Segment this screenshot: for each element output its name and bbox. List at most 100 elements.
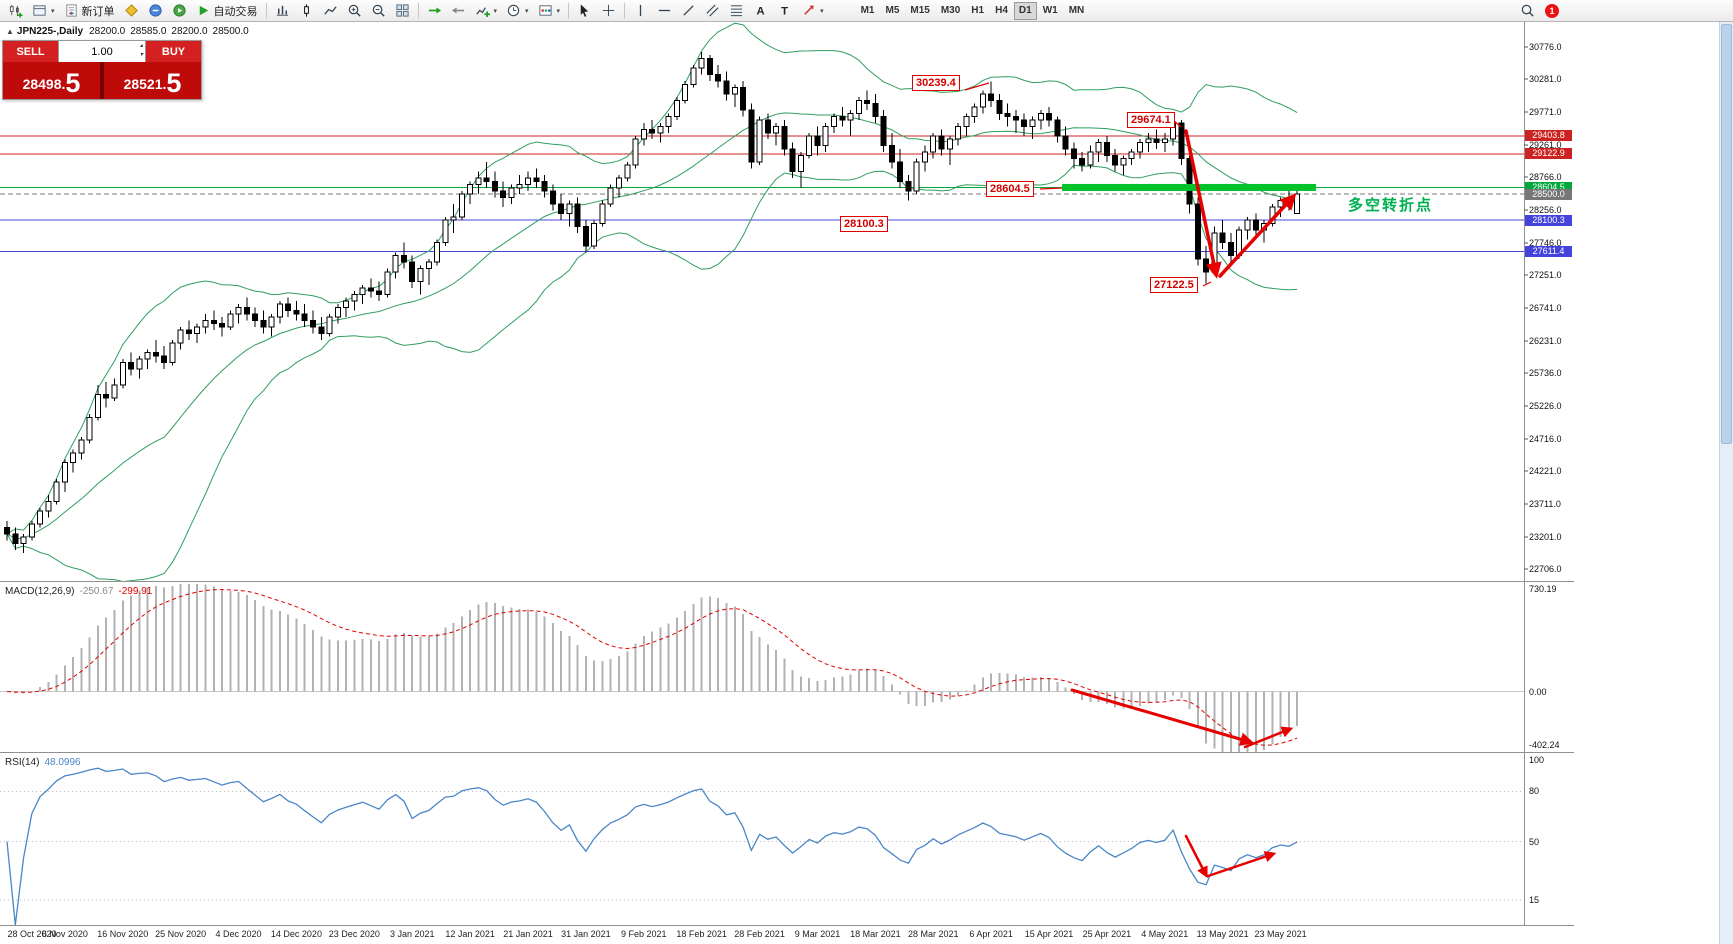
timeframe-w1-button[interactable]: W1: [1038, 2, 1063, 20]
panel-separators[interactable]: [0, 22, 1574, 926]
trend-arrow[interactable]: [1218, 193, 1297, 278]
text-button[interactable]: A: [749, 1, 772, 20]
fibonacci-button[interactable]: [725, 1, 748, 20]
svg-text:A: A: [757, 6, 765, 18]
chevron-down-icon: ▾: [493, 7, 498, 15]
time-axis-label: 4 Dec 2020: [215, 929, 262, 939]
notification-badge[interactable]: 1: [1545, 3, 1559, 18]
sell-price-big-digit: 5: [65, 68, 81, 98]
expert-advisors-button[interactable]: [168, 1, 191, 20]
zoom-out-button[interactable]: [367, 1, 390, 20]
trend-arrow[interactable]: [1243, 726, 1294, 749]
price-callout-label[interactable]: 29674.1: [1127, 112, 1175, 128]
rsi-value: 48.0996: [44, 757, 81, 768]
price-axis-tick: 26231.0: [1529, 335, 1562, 346]
price-callout-label[interactable]: 28604.5: [986, 181, 1034, 197]
volume-value[interactable]: 1.00: [91, 45, 113, 58]
sell-price-main: 28498.: [22, 76, 66, 92]
toolbar: ▾ 新订单 自动交易 ▾ ▾ ▾ A T ▾ M1 M5 M15 M30 H1 H4 D1 W1 MN 1: [0, 0, 1733, 22]
chevron-down-icon: ▾: [525, 7, 529, 15]
callout-connector-line[interactable]: [1202, 281, 1212, 287]
periods-button[interactable]: ▾: [502, 1, 533, 20]
timeframe-d1-button[interactable]: D1: [1013, 1, 1037, 20]
trade-panel-divider: [100, 62, 104, 99]
toolbar-separator: [417, 2, 419, 19]
profiles-button[interactable]: ▾: [28, 1, 59, 20]
price-badge: 29403.8: [1525, 130, 1572, 142]
sell-price[interactable]: 28498. 5: [3, 62, 100, 99]
price-axis-tick: 23711.0: [1529, 498, 1561, 509]
price-badge: 28500.0: [1525, 188, 1572, 200]
time-axis-label: 14 Dec 2020: [270, 929, 322, 939]
pivot-zone-rectangle[interactable]: [1062, 183, 1316, 191]
timeframe-h4-button[interactable]: H4: [990, 2, 1013, 20]
price-callout-label[interactable]: 27122.5: [1150, 277, 1198, 293]
market-watch-button[interactable]: [120, 1, 143, 20]
auto-scroll-button[interactable]: [423, 1, 446, 20]
time-axis-label: 4 May 2021: [1141, 929, 1189, 939]
templates-button[interactable]: ▾: [534, 1, 565, 20]
channel-button[interactable]: [701, 1, 724, 20]
volume-spinner[interactable]: ▴ ▾: [140, 42, 143, 60]
time-axis-label: 16 Nov 2020: [97, 929, 149, 939]
volume-up-button[interactable]: ▴: [139, 43, 143, 49]
autotrading-button[interactable]: 自动交易: [192, 1, 262, 20]
bar-chart-button[interactable]: [271, 1, 294, 20]
toolbar-separator: [568, 2, 570, 19]
tile-windows-button[interactable]: [391, 1, 414, 20]
zoom-in-button[interactable]: [343, 1, 366, 20]
trend-arrow[interactable]: [1184, 834, 1208, 879]
callout-connector-line[interactable]: [1039, 187, 1063, 190]
candle-chart-button[interactable]: [295, 1, 318, 20]
vertical-line-button[interactable]: [629, 1, 652, 20]
volume-down-button[interactable]: ▾: [139, 52, 143, 58]
price-callout-label[interactable]: 30239.4: [912, 75, 960, 91]
trend-annotations[interactable]: [964, 82, 1297, 879]
crosshair-button[interactable]: [597, 1, 620, 20]
line-chart-button[interactable]: [319, 1, 342, 20]
timeframe-m5-button[interactable]: M5: [880, 2, 904, 20]
vertical-scrollbar[interactable]: [1719, 0, 1733, 944]
price-axis-tick: 27746.0: [1529, 237, 1562, 248]
trend-arrow[interactable]: [1070, 688, 1255, 746]
arrows-button[interactable]: ▾: [797, 1, 828, 20]
timeframe-m15-button[interactable]: M15: [905, 2, 934, 20]
timeframe-m1-button[interactable]: M1: [856, 2, 880, 20]
new-order-button[interactable]: 新订单: [60, 1, 119, 20]
timeframe-mn-button[interactable]: MN: [1064, 2, 1090, 20]
trend-arrow[interactable]: [1206, 851, 1277, 878]
trendline-button[interactable]: [677, 1, 700, 20]
macd-histogram: [14, 583, 1299, 752]
buy-price-main: 28521.: [123, 76, 167, 92]
macd-value-main: -250.67: [79, 586, 114, 597]
pivot-annotation-text[interactable]: 多空转折点: [1348, 197, 1434, 214]
buy-button[interactable]: BUY: [146, 41, 201, 62]
timeframe-h1-button[interactable]: H1: [966, 2, 989, 20]
volume-control[interactable]: 1.00 ▴ ▾: [58, 41, 146, 62]
time-axis-label: 9 Feb 2021: [621, 929, 667, 939]
rsi-axis-label: 50: [1529, 836, 1540, 847]
price-callout-label[interactable]: 28100.3: [840, 216, 888, 232]
sell-button[interactable]: SELL: [3, 41, 58, 62]
search-button[interactable]: [1516, 1, 1539, 20]
data-window-button[interactable]: [144, 1, 167, 20]
timeframe-m30-button[interactable]: M30: [936, 2, 965, 20]
indicators-button[interactable]: ▾: [471, 1, 502, 20]
buy-price[interactable]: 28521. 5: [104, 62, 201, 99]
callout-connector-line[interactable]: [964, 82, 990, 91]
new-chart-button[interactable]: [4, 1, 27, 20]
cursor-button[interactable]: [573, 1, 596, 20]
svg-text:T: T: [781, 6, 788, 18]
price-axis-tick: 30281.0: [1529, 74, 1562, 85]
rsi-indicator-label: RSI(14) 48.0996: [5, 757, 81, 768]
trend-arrow[interactable]: [1184, 129, 1222, 279]
time-axis-label: 31 Jan 2021: [561, 929, 611, 939]
rsi-name: RSI(14): [5, 757, 40, 768]
label-button[interactable]: T: [773, 1, 796, 20]
horizontal-line-button[interactable]: [653, 1, 676, 20]
candlestick-series: [4, 51, 1301, 554]
scrollbar-thumb[interactable]: [1721, 24, 1732, 444]
chart-shift-button[interactable]: [447, 1, 470, 20]
time-axis-label: 13 May 2021: [1196, 929, 1249, 939]
